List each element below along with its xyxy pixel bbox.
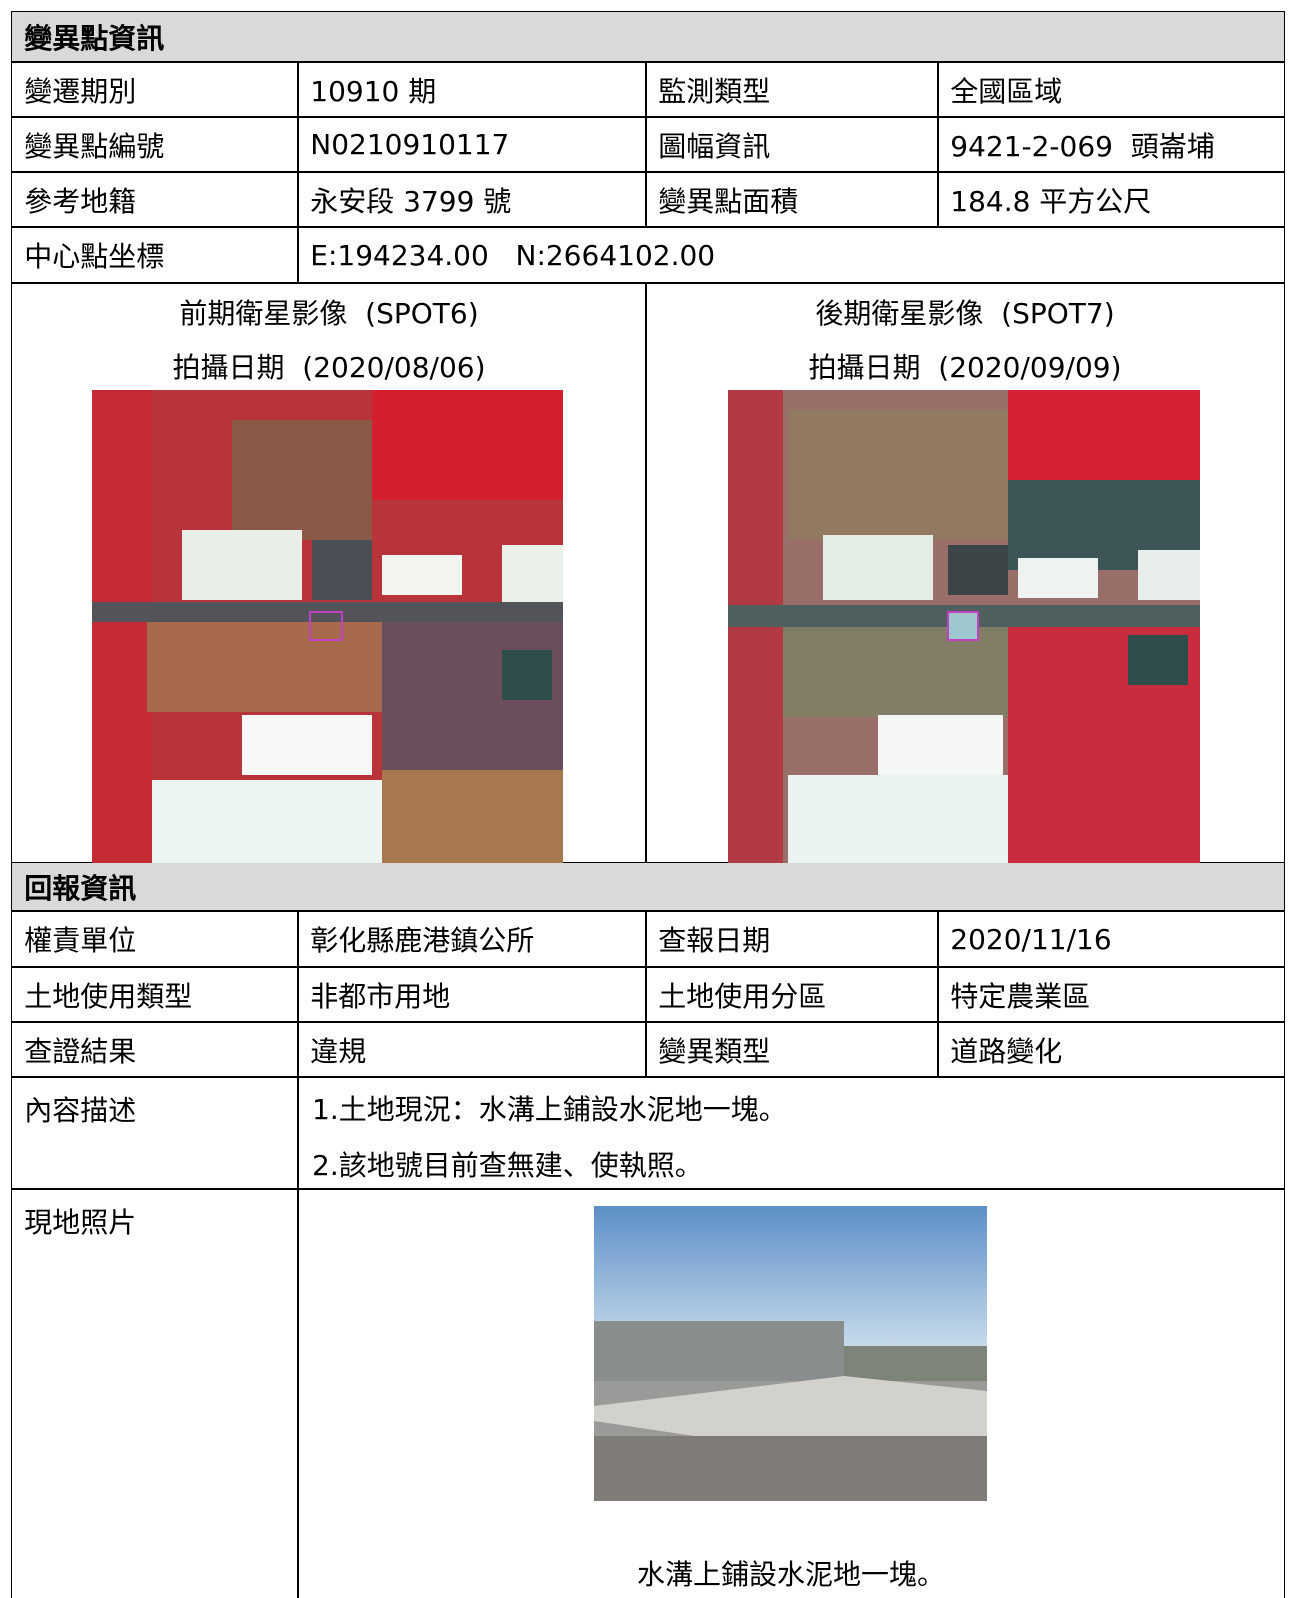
cell-value: N0210910117 <box>297 116 647 173</box>
cell-label: 圖幅資訊 <box>645 116 939 173</box>
cell-value: 2020/11/16 <box>937 910 1285 968</box>
section-header: 回報資訊 <box>11 862 1285 912</box>
site-photo <box>594 1206 987 1501</box>
cell-value: 違規 <box>297 1021 647 1078</box>
image-date: 拍攝日期 (2020/09/09) <box>808 351 1122 384</box>
cell-value: 特定農業區 <box>937 966 1285 1023</box>
cell-value: 非都市用地 <box>297 966 647 1023</box>
image-caption: 後期衛星影像 (SPOT7) <box>815 297 1115 330</box>
cell-value: 永安段 3799 號 <box>297 171 647 228</box>
cell-label: 內容描述 <box>11 1076 299 1190</box>
cell-value <box>297 1076 1285 1190</box>
description-line: 2.該地號目前查無建、使執照。 <box>312 1149 703 1182</box>
cell-label: 變遷期別 <box>11 61 299 118</box>
cell-value: 道路變化 <box>937 1021 1285 1078</box>
photo-caption: 水溝上鋪設水泥地一塊。 <box>636 1558 945 1591</box>
cell-label: 中心點坐標 <box>11 226 299 284</box>
cell-label: 變異點面積 <box>645 171 939 228</box>
satellite-image-before <box>92 390 563 863</box>
cell-value: 9421-2-069 頭崙埔 <box>937 116 1285 173</box>
cell-label: 變異點編號 <box>11 116 299 173</box>
cell-label: 權責單位 <box>11 910 299 968</box>
cell-value: E:194234.00 N:2664102.00 <box>297 226 1285 284</box>
image-date: 拍攝日期 (2020/08/06) <box>172 351 486 384</box>
image-caption: 前期衛星影像 (SPOT6) <box>179 297 479 330</box>
cell-value: 彰化縣鹿港鎮公所 <box>297 910 647 968</box>
cell-label: 查證結果 <box>11 1021 299 1078</box>
cell-label: 查報日期 <box>645 910 939 968</box>
cell-label: 土地使用類型 <box>11 966 299 1023</box>
description-line: 1.土地現況：水溝上鋪設水泥地一塊。 <box>312 1093 787 1126</box>
cell-label: 監測類型 <box>645 61 939 118</box>
cell-label: 現地照片 <box>11 1188 299 1598</box>
cell-value: 10910 期 <box>297 61 647 118</box>
cell-value: 全國區域 <box>937 61 1285 118</box>
cell-label: 變異類型 <box>645 1021 939 1078</box>
cell-value: 184.8 平方公尺 <box>937 171 1285 228</box>
photo-cell <box>297 1188 1285 1598</box>
section-header: 變異點資訊 <box>11 11 1285 63</box>
satellite-image-after <box>728 390 1200 863</box>
cell-label: 參考地籍 <box>11 171 299 228</box>
cell-label: 土地使用分區 <box>645 966 939 1023</box>
